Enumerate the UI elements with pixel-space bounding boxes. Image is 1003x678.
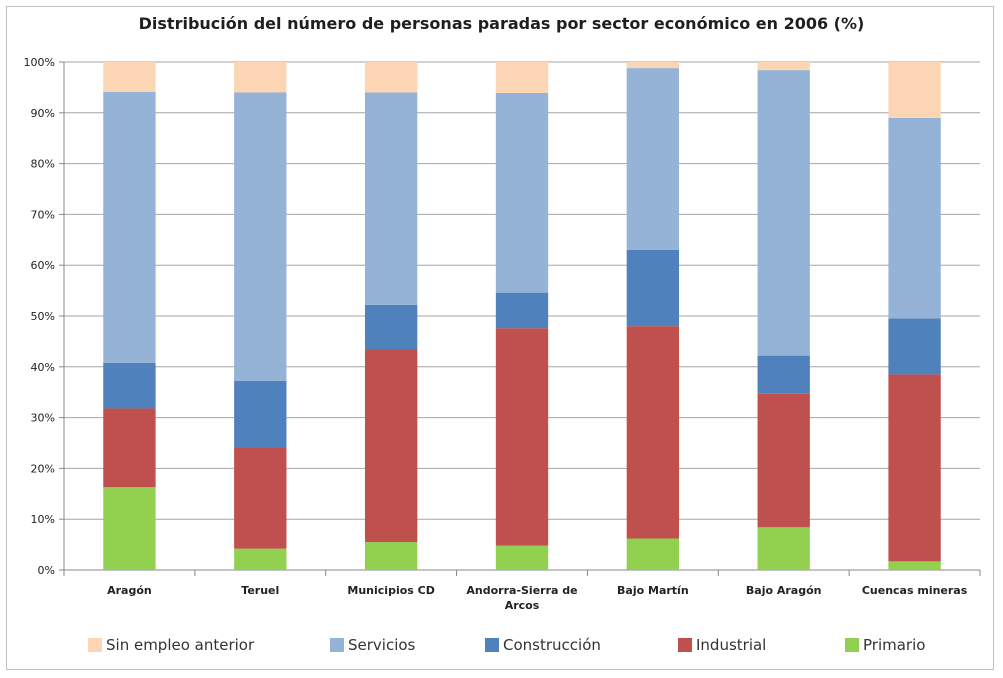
bar-segment-construcci-n [626, 249, 680, 327]
bar-segment-primario [626, 538, 680, 570]
bar-segment-servicios [888, 117, 941, 319]
bar-segment-sin-empleo-anterior [888, 62, 941, 118]
legend-swatch [330, 638, 344, 652]
y-tick-label: 100% [24, 56, 55, 69]
legend-label: Primario [863, 636, 926, 654]
y-tick-label: 90% [31, 107, 55, 120]
y-tick-label: 80% [31, 158, 55, 171]
bar-segment-primario [103, 487, 156, 570]
bar-segment-construcci-n [364, 304, 418, 350]
bar-segment-sin-empleo-anterior [757, 62, 810, 71]
bar-segment-construcci-n [103, 362, 156, 409]
bar-segment-industrial [495, 328, 549, 546]
legend-item: Servicios [330, 636, 415, 654]
bar-segment-primario [234, 548, 287, 570]
y-tick-label: 20% [31, 462, 55, 475]
legend-swatch [845, 638, 859, 652]
bar-segment-sin-empleo-anterior [364, 62, 418, 93]
bar-segment-industrial [888, 374, 941, 562]
bar-segment-primario [495, 545, 549, 570]
bar-segment-primario [757, 527, 810, 570]
x-tick-label: Teruel [241, 584, 279, 597]
y-tick-label: 40% [31, 361, 55, 374]
legend-swatch [678, 638, 692, 652]
bar-segment-primario [364, 542, 418, 570]
bar-segment-industrial [757, 393, 810, 528]
bar-segment-industrial [234, 447, 287, 549]
y-tick-label: 30% [31, 412, 55, 425]
bar-segment-servicios [364, 92, 418, 305]
bar-segment-servicios [757, 70, 810, 356]
bar-segment-primario [888, 561, 941, 570]
bar-segment-industrial [364, 349, 418, 543]
x-tick-label: Bajo Martín [617, 584, 689, 597]
legend-item: Primario [845, 636, 925, 654]
bar-segment-servicios [626, 68, 680, 250]
legend-item: Sin empleo anterior [88, 636, 254, 654]
x-tick-label: Municipios CD [347, 584, 434, 597]
chart-title: Distribución del número de personas para… [138, 14, 865, 33]
y-tick-label: 0% [38, 564, 55, 577]
legend-label: Sin empleo anterior [106, 636, 255, 654]
bar-segment-servicios [234, 92, 287, 382]
legend-swatch [88, 638, 102, 652]
legend-swatch [485, 638, 499, 652]
legend-item: Industrial [678, 636, 766, 654]
y-tick-label: 60% [31, 259, 55, 272]
bar-segment-construcci-n [495, 292, 549, 329]
bar-segment-industrial [103, 408, 156, 488]
bar-segment-servicios [495, 92, 549, 293]
x-tick-label: Aragón [107, 584, 152, 597]
bar-segment-sin-empleo-anterior [103, 62, 156, 92]
legend-item: Construcción [485, 636, 601, 654]
legend-label: Construcción [503, 636, 601, 654]
bar-segment-sin-empleo-anterior [234, 62, 287, 93]
bar-segment-construcci-n [888, 318, 941, 375]
bar-segment-industrial [626, 326, 680, 539]
x-tick-label: Cuencas mineras [862, 584, 968, 597]
legend-label: Servicios [348, 636, 416, 654]
chart-legend: Sin empleo anterior Servicios Construcción… [0, 636, 1003, 660]
y-tick-label: 10% [31, 513, 55, 526]
x-tick-label: Andorra-Sierra de Arcos [466, 584, 577, 612]
x-tick-label: Bajo Aragón [746, 584, 822, 597]
legend-label: Industrial [696, 636, 767, 654]
bar-segment-construcci-n [757, 355, 810, 394]
bar-segment-sin-empleo-anterior [626, 62, 680, 69]
y-tick-label: 70% [31, 208, 55, 221]
bar-segment-servicios [103, 91, 156, 363]
y-tick-label: 50% [31, 310, 55, 323]
bar-segment-sin-empleo-anterior [495, 62, 549, 93]
bar-segment-construcci-n [234, 381, 287, 448]
